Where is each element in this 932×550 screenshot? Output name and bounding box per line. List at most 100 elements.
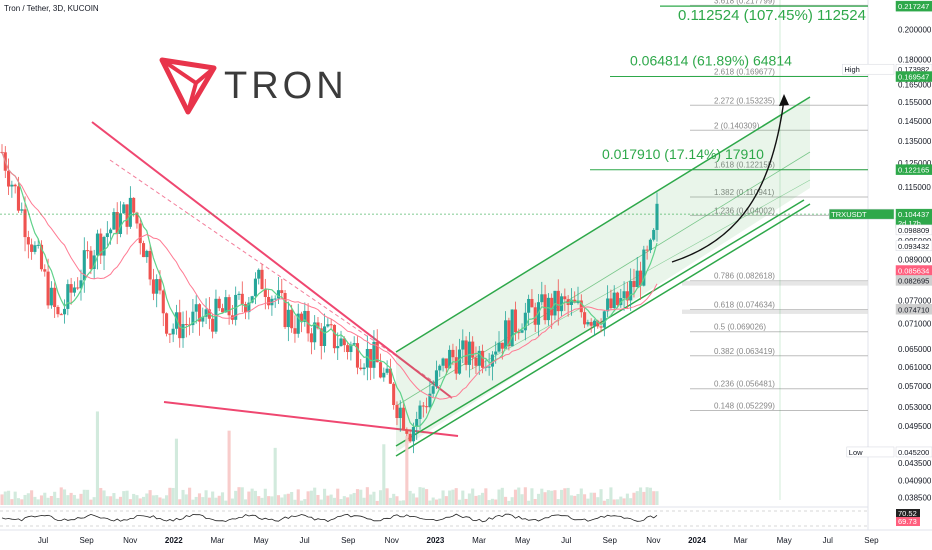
fib-level-label: 0.618 (0.074634) <box>714 301 775 310</box>
candle-body <box>197 304 202 322</box>
tron-triangle-icon <box>159 57 217 115</box>
candle-body <box>464 340 468 365</box>
rsi-pane <box>0 506 868 527</box>
volume-bar <box>125 490 129 505</box>
candle-body <box>39 244 44 270</box>
candle-body <box>329 324 333 326</box>
fib-level-label: 0.148 (0.052299) <box>714 402 775 411</box>
candle-body <box>23 209 27 238</box>
candle-body <box>168 333 172 335</box>
price-tag-value: 0.098809 <box>898 226 929 235</box>
chart-title: Tron / Tether, 3D, KUCOIN <box>4 4 99 13</box>
candle-body <box>26 237 30 245</box>
candle-body <box>316 322 320 329</box>
volume-bars <box>0 411 659 505</box>
x-axis[interactable]: Jul Sep Nov 2022 Mar May Jul Sep Nov 2023 Mar May Ju… <box>0 529 932 545</box>
volume-bar <box>155 495 159 505</box>
candle-body <box>244 304 248 313</box>
volume-bar <box>296 489 300 505</box>
candle-body <box>513 309 518 333</box>
candle-body <box>125 204 129 227</box>
price-tag-value: 0.169547 <box>898 73 929 82</box>
volume-bar <box>319 499 323 505</box>
candle-body <box>293 328 297 334</box>
candle-body <box>66 284 70 309</box>
candle-body <box>260 269 264 290</box>
candle-body <box>299 313 304 322</box>
price-tag-value: 0.085634 <box>898 267 929 276</box>
x-tick-label: May <box>777 536 792 545</box>
candle-body <box>171 328 175 335</box>
volume-bar <box>395 496 399 505</box>
volume-bar <box>527 500 531 505</box>
candle-body <box>76 287 80 289</box>
volume-bar <box>280 497 284 505</box>
volume-bar <box>168 487 172 505</box>
candle-body <box>602 311 606 328</box>
x-tick-label: Nov <box>123 536 137 545</box>
volume-bar <box>428 500 432 505</box>
y-tick-label: 0.061000 <box>898 363 932 372</box>
candle-body <box>257 269 261 279</box>
candle-body <box>655 203 659 230</box>
candle-body <box>609 298 613 309</box>
volume-bar <box>375 500 379 505</box>
candle-body <box>62 308 67 315</box>
volume-bar <box>237 487 241 505</box>
x-tick-label: Sep <box>603 536 618 545</box>
volume-bar <box>474 495 478 505</box>
candle-body <box>596 320 600 327</box>
volume-bar <box>105 496 109 505</box>
volume-bar <box>13 491 17 505</box>
volume-bar <box>342 496 346 505</box>
candle-body <box>49 287 53 306</box>
volume-bar <box>543 492 547 505</box>
volume-bar <box>161 498 165 505</box>
volume-bar <box>188 487 192 505</box>
price-tag-label: High <box>844 65 859 74</box>
price-tags: 0.217247 0.173982 High 0.169547 0.122165 0.10… <box>828 0 932 526</box>
candle-body <box>625 291 629 301</box>
volume-bar <box>267 496 271 505</box>
price-tag-value: 0.082695 <box>898 276 929 285</box>
candle-body <box>392 383 396 405</box>
candle-body <box>425 406 429 408</box>
candle-body <box>467 341 471 365</box>
y-tick-label: 0.053000 <box>898 403 932 412</box>
target-annotations: 0.112524 (107.45%) 112524 0.064814 (61.89… <box>0 0 868 500</box>
candle-body <box>20 209 24 211</box>
price-tag-box <box>895 446 932 458</box>
candle-body <box>112 212 116 230</box>
volume-bar <box>477 495 481 505</box>
volume-bar <box>559 489 564 505</box>
candle-body <box>438 365 442 371</box>
volume-bar <box>316 494 320 505</box>
candle-body <box>615 292 620 306</box>
candle-body <box>240 293 244 305</box>
tron-logo: TRON <box>148 46 364 140</box>
volume-bar <box>197 493 202 505</box>
candle-body <box>204 309 208 317</box>
volume-bar <box>421 487 425 505</box>
fib-level-label: 2.272 (0.153235) <box>714 96 775 105</box>
candle-body <box>332 324 336 349</box>
x-tick-label: 2024 <box>688 536 706 545</box>
candle-body <box>323 326 327 346</box>
volume-bar <box>645 487 649 505</box>
candle-body <box>339 338 343 347</box>
volume-bar <box>286 493 290 505</box>
candle-body <box>306 310 310 334</box>
candle-body <box>481 350 485 368</box>
rsi-tag-value: 69.73 <box>898 517 917 526</box>
candle-body <box>69 284 73 293</box>
candle-body <box>158 279 162 291</box>
volume-bar <box>33 496 37 505</box>
volume-bar <box>385 488 389 505</box>
candle-body <box>507 320 511 347</box>
candle-body <box>402 407 406 430</box>
fib-level-label: 0.382 (0.063419) <box>714 347 775 356</box>
volume-bar <box>500 487 504 505</box>
channel-upper-line <box>395 96 811 353</box>
candle-body <box>128 197 132 227</box>
volume-bar <box>36 499 40 505</box>
